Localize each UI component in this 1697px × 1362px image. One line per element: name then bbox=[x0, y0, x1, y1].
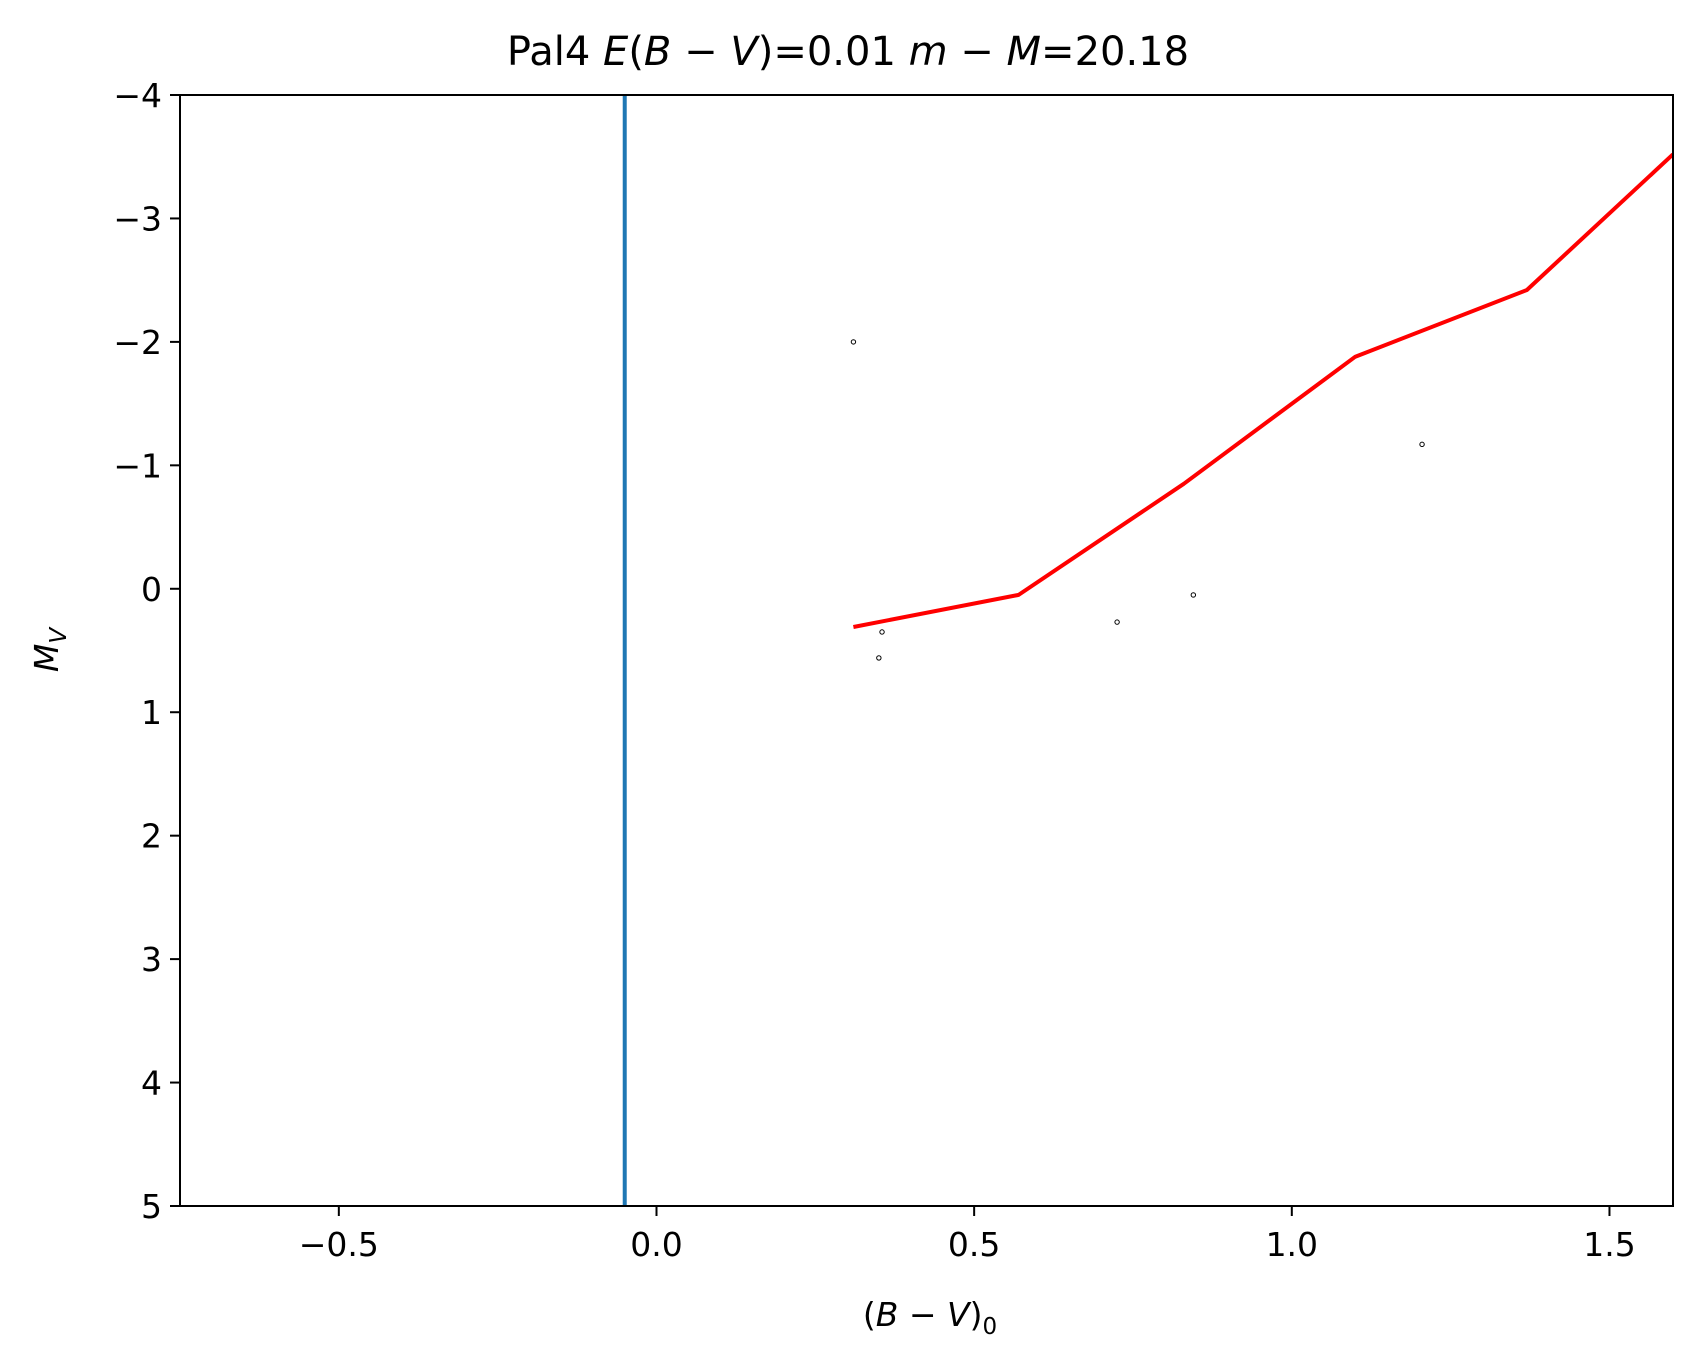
y-tick-label: 1 bbox=[141, 693, 162, 732]
scatter-point bbox=[850, 339, 857, 345]
y-tick-label: 5 bbox=[141, 1187, 162, 1226]
y-tick-label: 2 bbox=[141, 817, 162, 856]
x-axis-label: (B − V)0 bbox=[863, 1295, 997, 1340]
x-tick-label: −0.5 bbox=[299, 1225, 379, 1264]
x-tick-label: 0.0 bbox=[630, 1225, 682, 1264]
y-tick-label: 3 bbox=[141, 940, 162, 979]
isochrone-line bbox=[853, 152, 1673, 629]
scatter-point bbox=[879, 629, 885, 635]
scatter-point bbox=[1190, 592, 1197, 598]
scatter-point bbox=[876, 655, 882, 661]
x-tick-label: 0.5 bbox=[948, 1225, 1000, 1264]
x-tick-label: 1.5 bbox=[1583, 1225, 1635, 1264]
y-tick-label: 0 bbox=[141, 570, 162, 609]
chart-title: Pal4 E(B − V)=0.01 m − M=20.18 bbox=[507, 29, 1189, 75]
y-axis-label: MV bbox=[27, 626, 72, 672]
x-axis-ticks: −0.5 0.0 0.5 1.0 1.5 bbox=[299, 1206, 1636, 1264]
scatter-point bbox=[1114, 619, 1120, 625]
scatter-point bbox=[1419, 441, 1425, 448]
y-tick-label: 4 bbox=[141, 1064, 162, 1103]
y-tick-label: −4 bbox=[113, 76, 162, 115]
plot-area bbox=[622, 95, 1673, 1206]
y-axis-ticks: −4 −3 −2 −1 0 1 2 3 4 5 bbox=[113, 76, 180, 1226]
x-tick-label: 1.0 bbox=[1266, 1225, 1318, 1264]
axes-frame bbox=[179, 94, 1674, 1207]
y-tick-label: −1 bbox=[113, 446, 162, 485]
y-tick-label: −3 bbox=[113, 199, 162, 238]
y-tick-label: −2 bbox=[113, 323, 162, 362]
